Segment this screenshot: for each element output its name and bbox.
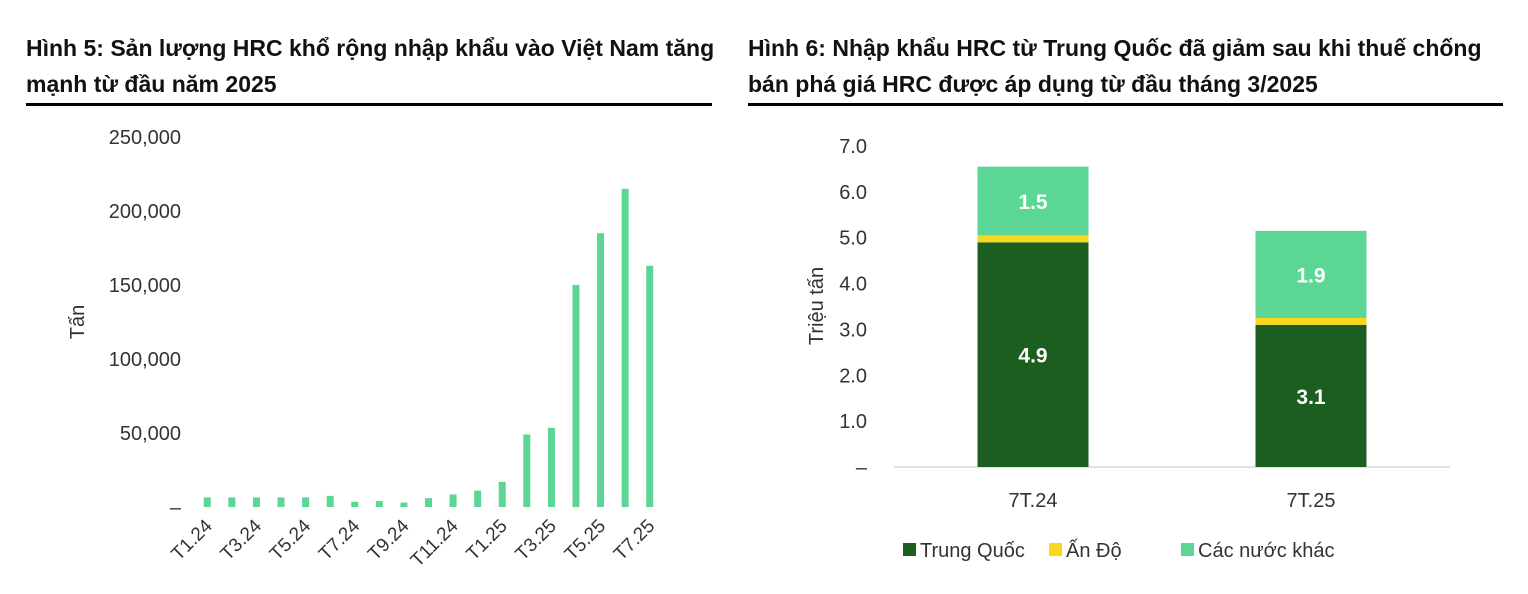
bar-T1.25 bbox=[498, 481, 506, 507]
y-tick-label: 6.0 bbox=[839, 182, 867, 204]
bar-T9.24 bbox=[400, 502, 408, 507]
bar-T3.24 bbox=[252, 497, 260, 507]
x-tick-label: 7T.25 bbox=[1287, 490, 1336, 512]
legend-swatch-Trung Quốc bbox=[903, 543, 916, 556]
figure-5-chart: – 50,000 100,000 150,000 200,000 250,000 Tấn T1… bbox=[67, 127, 659, 571]
x-tick-label: 7T.24 bbox=[1009, 490, 1058, 512]
bar-T8.24 bbox=[375, 501, 383, 507]
bar-T4.25 bbox=[572, 285, 580, 507]
y-axis-label: Tấn bbox=[67, 305, 89, 339]
y-tick-label: 50,000 bbox=[120, 423, 181, 445]
x-tick-label: T7.25 bbox=[610, 516, 659, 565]
legend-label: Các nước khác bbox=[1198, 540, 1335, 562]
bar-T5.24 bbox=[302, 497, 310, 507]
y-axis-label: Triệu tấn bbox=[806, 267, 828, 345]
figure-5-title: Hình 5: Sản lượng HRC khổ rộng nhập khẩu… bbox=[26, 35, 715, 97]
x-tick-label: T1.24 bbox=[168, 515, 218, 565]
x-tick-label: T9.24 bbox=[364, 515, 414, 565]
bar-T7.24 bbox=[351, 501, 359, 507]
legend-label: Trung Quốc bbox=[920, 540, 1025, 562]
bar-T2.25 bbox=[523, 434, 531, 507]
data-label: 1.9 bbox=[1296, 264, 1325, 287]
bar-T3.25 bbox=[547, 427, 555, 507]
figure-6-panel: Hình 6: Nhập khẩu HRC từ Trung Quốc đã g… bbox=[740, 0, 1528, 594]
bar-T5.25 bbox=[597, 233, 605, 507]
x-tick-label: T5.25 bbox=[561, 516, 610, 565]
bar-T12.24 bbox=[474, 490, 482, 507]
data-label: 1.5 bbox=[1018, 191, 1048, 214]
y-tick-label: 7.0 bbox=[839, 136, 867, 158]
legend-swatch-Ấn Độ bbox=[1049, 543, 1062, 556]
legend-label: Ấn Độ bbox=[1066, 539, 1122, 562]
figure-6-chart: – 1.0 2.0 3.0 4.0 5.0 6.0 7.0 Triệu tấn 4.9 1.5 7T.… bbox=[806, 136, 1450, 562]
bar-T6.24 bbox=[326, 495, 334, 507]
y-tick-label: 4.0 bbox=[839, 274, 867, 296]
bar-T4.24 bbox=[277, 497, 285, 507]
x-tick-label: T7.24 bbox=[315, 515, 365, 565]
y-tick-label: 100,000 bbox=[109, 349, 181, 371]
bar-T7.25 bbox=[646, 265, 654, 507]
bar-segment-Các nước khác bbox=[1255, 230, 1367, 318]
x-tick-label: T11.24 bbox=[407, 515, 463, 571]
y-tick-label: 250,000 bbox=[109, 127, 181, 149]
figure-6-title-rule bbox=[748, 103, 1503, 106]
y-tick-label: 150,000 bbox=[109, 275, 181, 297]
y-tick-label: 1.0 bbox=[839, 411, 867, 433]
data-label: 3.1 bbox=[1296, 386, 1326, 409]
bar-segment-Trung Quốc bbox=[1255, 324, 1367, 467]
y-tick-label: 2.0 bbox=[839, 365, 867, 387]
bar-segment-Trung Quốc bbox=[977, 242, 1089, 467]
figure-6-title: Hình 6: Nhập khẩu HRC từ Trung Quốc đã g… bbox=[748, 35, 1482, 97]
figure-5-panel: Hình 5: Sản lượng HRC khổ rộng nhập khẩu… bbox=[0, 0, 740, 594]
figure-5-title-rule bbox=[26, 103, 712, 106]
bar-segment-Các nước khác bbox=[977, 166, 1089, 236]
y-tick-label: 3.0 bbox=[839, 319, 867, 341]
bar-segment-Ấn Độ bbox=[1255, 317, 1367, 325]
bar-T1.24 bbox=[203, 497, 211, 507]
bar-T6.25 bbox=[621, 188, 629, 508]
x-tick-label: T3.25 bbox=[512, 516, 561, 565]
data-label: 4.9 bbox=[1018, 345, 1047, 368]
x-tick-label: T3.24 bbox=[217, 515, 267, 565]
y-tick-label: – bbox=[856, 457, 868, 479]
x-tick-label: T1.25 bbox=[463, 516, 512, 565]
bar-T10.24 bbox=[425, 498, 432, 507]
bar-T11.24 bbox=[449, 494, 457, 507]
bar-segment-Ấn Độ bbox=[977, 235, 1089, 243]
y-tick-label: 5.0 bbox=[839, 228, 867, 250]
bar-T2.24 bbox=[228, 497, 236, 507]
y-tick-label: 200,000 bbox=[109, 201, 181, 223]
y-tick-label: – bbox=[170, 497, 182, 519]
legend-swatch-Các nước khác bbox=[1181, 543, 1194, 556]
x-tick-label: T5.24 bbox=[266, 515, 316, 565]
